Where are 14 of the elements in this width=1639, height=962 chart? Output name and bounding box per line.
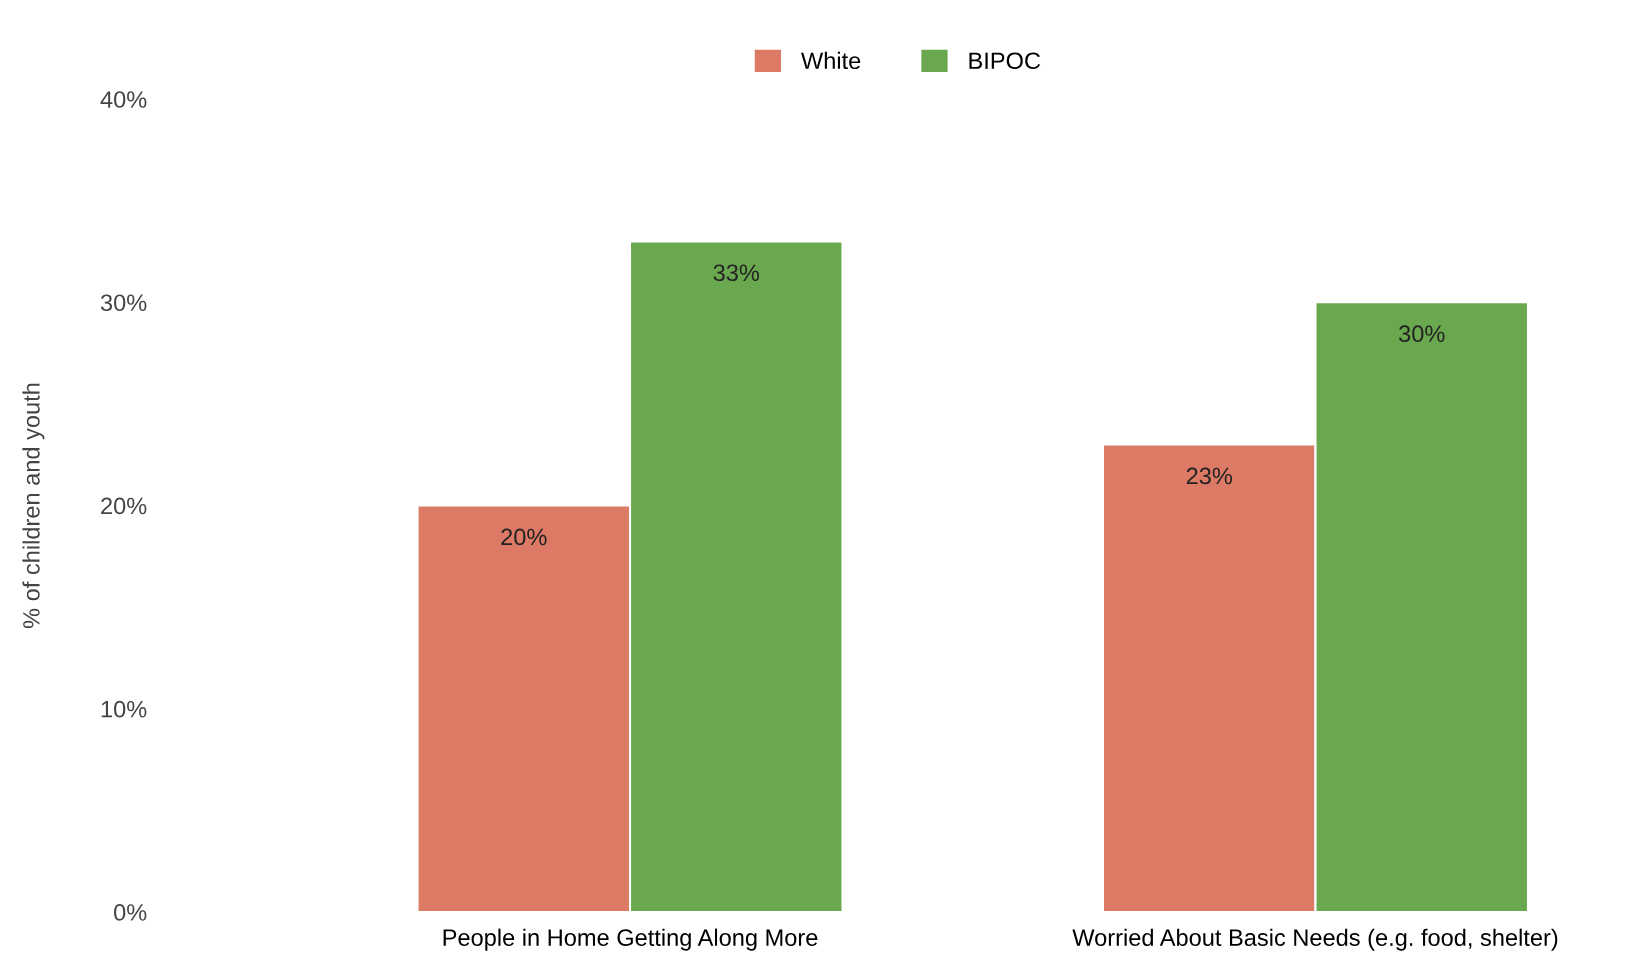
y-tick-label: 0% bbox=[114, 904, 147, 921]
x-tick-label: People in Home Getting Along More bbox=[443, 928, 818, 951]
y-tick-label: 20% bbox=[101, 497, 147, 515]
data-label: 20% bbox=[501, 528, 547, 546]
x-tick-label: Worried About Basic Needs (e.g. food, shelter) bbox=[1072, 928, 1558, 951]
legend-label: BIPOC bbox=[969, 52, 1041, 70]
y-axis-title: % of children and youth bbox=[22, 383, 45, 629]
data-label: 30% bbox=[1399, 325, 1445, 343]
y-tick-label: 40% bbox=[100, 91, 147, 108]
data-label: 33% bbox=[713, 264, 760, 282]
y-tick-label: 10% bbox=[101, 700, 147, 718]
data-label: 23% bbox=[1186, 467, 1233, 485]
y-tick-label: 30% bbox=[100, 294, 147, 312]
legend-label: White bbox=[801, 51, 861, 70]
